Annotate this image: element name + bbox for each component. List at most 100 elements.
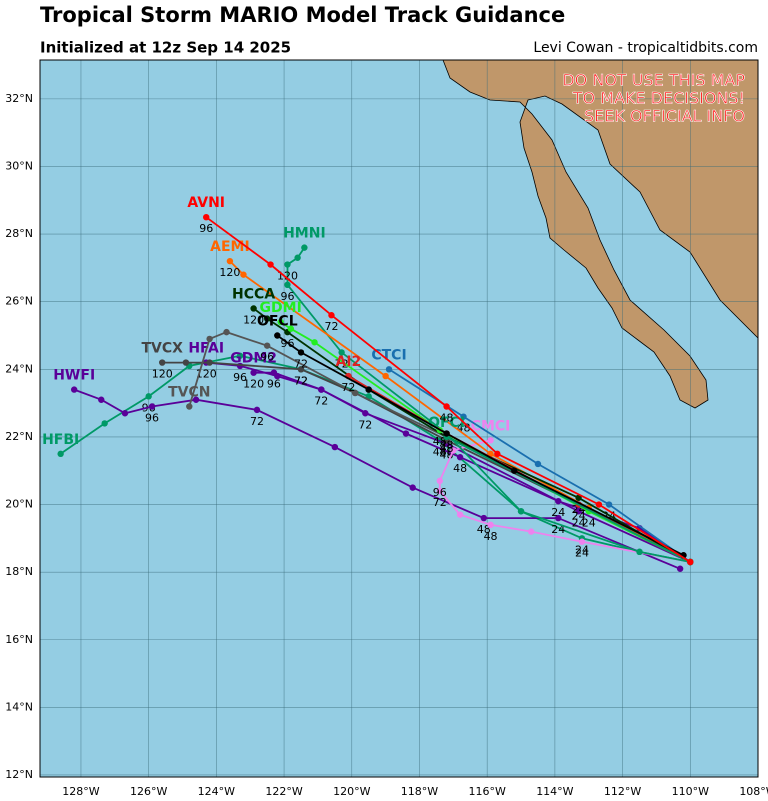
forecast-hour: 48: [440, 411, 454, 424]
forecast-hour: 96: [233, 371, 247, 384]
track-point: [297, 366, 305, 373]
track-point: [318, 386, 325, 393]
forecast-hour: 96: [145, 411, 159, 424]
forecast-hour: 120: [277, 270, 298, 283]
track-point: [362, 410, 369, 417]
track-point: [676, 565, 684, 572]
model-name: GDMI: [260, 300, 302, 316]
forecast-hour: 72: [294, 374, 308, 387]
track-point: [284, 261, 291, 268]
track: 48 72 96 AVNI: [187, 195, 694, 566]
forecast-hour: 24: [551, 523, 565, 536]
forecast-hour: 72: [433, 496, 447, 509]
track-point: [385, 366, 393, 373]
forecast-hour: 72: [250, 415, 264, 428]
track-point: [382, 372, 389, 380]
track-point: [270, 369, 278, 376]
x-tick-label: 120°W: [333, 785, 370, 798]
forecast-hour: 48: [453, 462, 467, 475]
y-tick-label: 14°N: [5, 700, 33, 713]
track-point: [226, 257, 234, 265]
track-point: [511, 467, 518, 474]
forecast-hour: 24: [575, 543, 589, 556]
track-point: [636, 548, 643, 556]
model-name: AVNI: [187, 195, 225, 211]
track-point: [460, 413, 467, 420]
y-tick-label: 28°N: [5, 227, 33, 240]
model-name: OFCL: [257, 314, 298, 330]
x-tick-label: 114°W: [536, 785, 573, 798]
model-name: CMCI: [471, 418, 511, 434]
track-point: [443, 403, 450, 410]
track-point: [365, 386, 372, 393]
track-point: [98, 396, 105, 403]
track-point: [148, 403, 156, 410]
model-name: AI2: [335, 354, 361, 370]
x-tick-label: 124°W: [198, 785, 235, 798]
warning-line: DO NOT USE THIS MAP: [562, 71, 745, 90]
track-point: [267, 261, 274, 268]
warning-line: TO MAKE DECISIONS!: [572, 89, 745, 108]
track: 24 48 72 96 HWFI: [53, 368, 684, 572]
forecast-hour: 120: [219, 266, 240, 279]
y-tick-label: 18°N: [5, 565, 33, 578]
x-tick-label: 116°W: [468, 785, 505, 798]
track: 24 48 72 120 TVCX: [141, 341, 694, 566]
y-tick-label: 16°N: [5, 633, 33, 646]
track-point: [274, 332, 281, 339]
track-point: [311, 339, 318, 346]
model-name: HMNI: [283, 226, 326, 242]
track-point: [450, 447, 457, 454]
track-point: [487, 521, 494, 529]
track-point: [443, 430, 450, 437]
x-tick-label: 118°W: [401, 785, 438, 798]
warning-line: SEEK OFFICIAL INFO: [584, 107, 745, 126]
track-point: [297, 349, 305, 356]
track-point: [236, 352, 244, 359]
track-point: [402, 430, 410, 437]
x-tick-label: 110°W: [672, 785, 709, 798]
y-tick-label: 30°N: [5, 159, 33, 172]
track-point: [206, 359, 213, 366]
track-line: [276, 334, 684, 557]
forecast-hour: 48: [440, 442, 454, 455]
track-point: [517, 508, 525, 515]
x-tick-label: 122°W: [265, 785, 302, 798]
track-point: [70, 386, 78, 393]
forecast-hour: 48: [433, 435, 447, 448]
track-point: [186, 403, 193, 410]
forecast-hour: 24: [551, 506, 565, 519]
model-name: CTCI: [371, 347, 406, 363]
y-tick-label: 12°N: [5, 768, 33, 781]
track-point: [605, 501, 613, 508]
track-point: [284, 281, 291, 289]
forecast-hour: 48: [440, 442, 454, 455]
tracks: 24487296HFBI24487296HWFI24487296120HFAI2…: [42, 195, 694, 572]
track-point: [250, 369, 257, 376]
track-point: [480, 514, 487, 522]
forecast-hour: 72: [294, 357, 308, 370]
x-tick-label: 128°W: [62, 785, 99, 798]
track-point: [182, 359, 190, 366]
track-point: [436, 487, 443, 495]
y-tick-label: 26°N: [5, 295, 33, 308]
y-tick-label: 32°N: [5, 92, 33, 105]
track-point: [240, 271, 247, 278]
forecast-hour: 72: [358, 418, 372, 431]
track-point: [294, 254, 301, 261]
forecast-hour: 24: [575, 547, 589, 560]
forecast-hour: 96: [260, 351, 274, 364]
track-point: [331, 443, 339, 451]
track-line: [446, 436, 691, 563]
track-point: [223, 328, 230, 336]
model-name: HFBI: [42, 432, 79, 448]
y-tick-label: 24°N: [5, 362, 33, 375]
track: 24 48 GDMI: [260, 300, 694, 566]
y-tick-label: 20°N: [5, 498, 33, 511]
model-name: HCCA: [232, 286, 275, 302]
model-name: GDM2: [230, 351, 277, 367]
track-point: [527, 528, 535, 535]
model-name: HWFI: [53, 368, 95, 384]
